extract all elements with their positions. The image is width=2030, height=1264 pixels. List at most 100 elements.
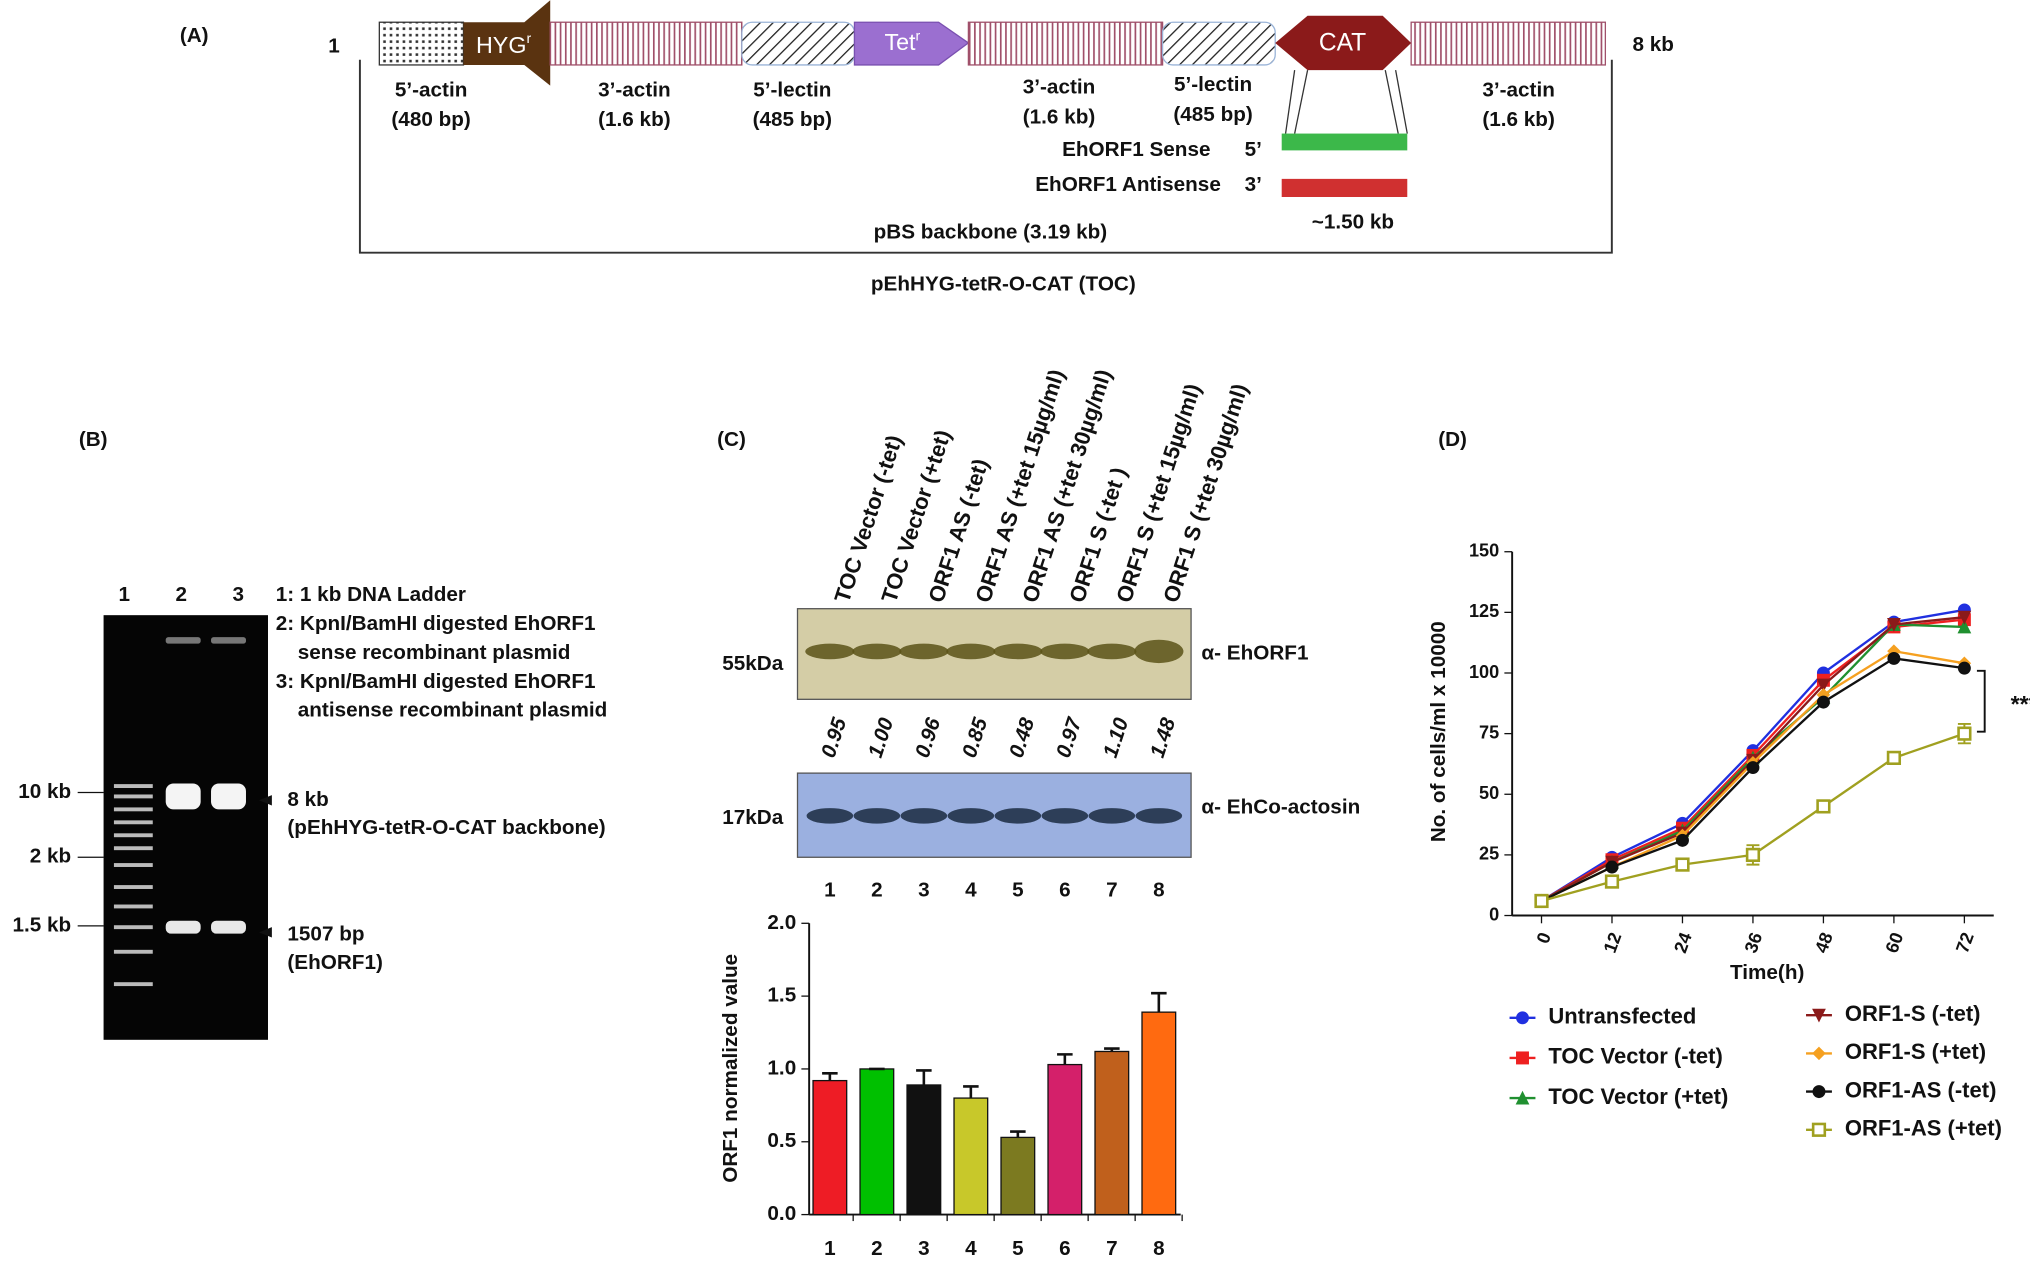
point xyxy=(1887,618,1901,632)
blot-band xyxy=(1087,643,1137,660)
x-tick-label: 3 xyxy=(918,1237,930,1260)
error-bar xyxy=(822,1072,838,1081)
arrow xyxy=(258,795,272,806)
segment-caption: 5’-lectin xyxy=(753,78,831,101)
bar xyxy=(953,1097,989,1216)
bar xyxy=(1141,1011,1177,1216)
insert-line xyxy=(1384,69,1399,134)
point xyxy=(1746,761,1760,775)
lane-number: 6 xyxy=(1059,878,1071,901)
legend-marker xyxy=(1812,1046,1826,1061)
blot-band xyxy=(1134,639,1184,664)
blot-band xyxy=(1135,808,1183,824)
x-tick-label: 0 xyxy=(1533,930,1555,946)
point xyxy=(1816,678,1831,693)
legend-label: TOC Vector (-tet) xyxy=(1548,1044,1722,1069)
blot-band xyxy=(994,808,1042,824)
point xyxy=(1886,750,1902,766)
legend-marker xyxy=(1516,1011,1529,1025)
segment-caption: 3’-actin xyxy=(1482,78,1554,101)
lane-number: 4 xyxy=(965,878,977,901)
hyg-arrow xyxy=(463,0,551,86)
error-bar xyxy=(1104,1047,1120,1052)
ladder-band xyxy=(113,863,153,867)
gel-legend: 3: KpnI/BamHI digested EhORF1 xyxy=(276,670,596,693)
x-tick-label: 7 xyxy=(1106,1237,1118,1260)
blot-band xyxy=(853,808,901,824)
panel-label: (B) xyxy=(79,428,108,451)
ladder-band xyxy=(113,904,153,909)
ladder-band xyxy=(113,833,153,838)
ladder-band xyxy=(113,949,153,954)
point xyxy=(1957,610,1972,625)
band-label: 1507 bp xyxy=(287,922,364,945)
x-tick-label: 4 xyxy=(965,1237,977,1260)
x-tick-label: 1 xyxy=(824,1237,836,1260)
point xyxy=(1957,619,1972,634)
blot-band xyxy=(1088,808,1136,824)
panel-label: (D) xyxy=(1438,428,1467,451)
lane-label: 2 xyxy=(175,583,187,606)
segment-label: HYGr xyxy=(476,31,531,58)
y-tick-label: 1.5 xyxy=(767,984,796,1007)
gel xyxy=(103,615,268,1040)
actin-segment xyxy=(967,21,1164,66)
band-ratio: 1.48 xyxy=(1146,715,1180,761)
annotation: *** xyxy=(2011,691,2030,717)
segment-label: Tetr xyxy=(884,28,920,55)
gel-legend: 2: KpnI/BamHI digested EhORF1 xyxy=(276,612,596,635)
segment-caption: 3’-actin xyxy=(598,78,670,101)
legend-label: ORF1-S (-tet) xyxy=(1845,1001,1981,1026)
blot-band xyxy=(852,643,902,660)
ladder-band xyxy=(113,846,153,851)
y-tick-label: 125 xyxy=(1469,601,1499,621)
segment-caption: (480 bp) xyxy=(391,108,470,131)
legend-marker xyxy=(1516,1051,1529,1065)
plasmid-name: pEhHYG-tetR-O-CAT (TOC) xyxy=(871,273,1136,296)
x-tick-label: 12 xyxy=(1600,930,1626,956)
y-tick-label: 0.0 xyxy=(767,1202,796,1225)
x-tick-label: 72 xyxy=(1952,930,1978,956)
band-ratio: 0.96 xyxy=(911,715,945,761)
legend-label: TOC Vector (+tet) xyxy=(1548,1084,1728,1109)
blot-band xyxy=(900,808,948,824)
band-label: (EhORF1) xyxy=(287,951,382,974)
lane-number: 5 xyxy=(1012,878,1024,901)
segment-caption: 3’-actin xyxy=(1023,76,1095,99)
error-bar xyxy=(1057,1053,1073,1065)
error-bar xyxy=(963,1085,979,1099)
ladder-band xyxy=(113,925,153,930)
y-tick-label: 1.0 xyxy=(767,1056,796,1079)
ladder-band xyxy=(113,820,153,825)
blot-band xyxy=(1040,643,1090,660)
plasmid-map xyxy=(358,0,1613,254)
x-tick-label: 2 xyxy=(871,1237,883,1260)
x-axis-label: Time(h) xyxy=(1730,961,1804,984)
y-tick-label: 100 xyxy=(1469,662,1499,682)
gel-band xyxy=(165,637,201,644)
error-bar xyxy=(1151,991,1167,1013)
ladder-band xyxy=(113,784,153,789)
band-label: 8 kb xyxy=(287,788,328,811)
band-ratio: 0.48 xyxy=(1005,715,1039,761)
point xyxy=(1957,661,1971,675)
legend-label: ORF1-AS (+tet) xyxy=(1845,1116,2002,1141)
blot-antibody: α- EhORF1 xyxy=(1201,641,1308,664)
point xyxy=(1605,860,1619,874)
legend-marker xyxy=(1812,1008,1826,1023)
backbone-line xyxy=(358,59,1613,254)
bar xyxy=(859,1068,895,1216)
blot-antibody: α- EhCo-actosin xyxy=(1201,796,1360,819)
insert-line xyxy=(1294,69,1309,134)
map-end: 8 kb xyxy=(1633,33,1674,56)
point xyxy=(1675,833,1689,847)
segment-name: HYG xyxy=(476,32,526,58)
y-tick-label: 2.0 xyxy=(767,911,796,934)
point xyxy=(1816,695,1830,709)
sense-label: EhORF1 Sense xyxy=(1062,138,1210,161)
segment-caption: (1.6 kb) xyxy=(1482,108,1554,131)
size-marker: 10 kb xyxy=(18,780,71,803)
lane-number: 2 xyxy=(871,878,883,901)
blot-band xyxy=(946,643,996,660)
size-marker: 2 kb xyxy=(30,845,71,868)
